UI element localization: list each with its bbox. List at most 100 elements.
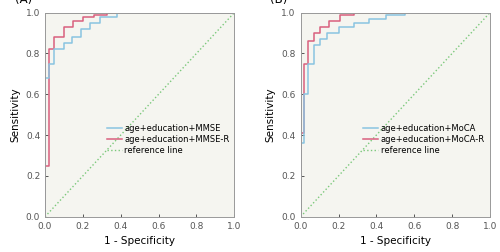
age+education+MMSE [97, 21, 103, 24]
age+education+MoCA [305, 62, 311, 65]
age+education+MoCA [336, 32, 342, 35]
age+education+MMSE-R [42, 164, 48, 167]
age+education+MoCA-R [305, 40, 311, 43]
age+education+MMSE-R [61, 25, 67, 28]
age+education+MoCA-R [350, 11, 356, 14]
age+education+MMSE [88, 27, 94, 30]
age+education+MMSE-R [46, 48, 52, 51]
age+education+MoCA-R [316, 32, 322, 35]
age+education+MoCA [350, 25, 356, 28]
age+education+MoCA [420, 11, 426, 14]
age+education+MoCA [383, 13, 389, 16]
age+education+MMSE-R [104, 13, 110, 16]
age+education+MoCA [324, 38, 330, 41]
age+education+MoCA [298, 215, 304, 218]
Line: age+education+MoCA: age+education+MoCA [300, 13, 490, 217]
age+education+MMSE-R [70, 25, 76, 28]
age+education+MoCA-R [302, 132, 308, 135]
X-axis label: 1 - Specificity: 1 - Specificity [360, 236, 431, 246]
age+education+MoCA [316, 38, 322, 41]
age+education+MoCA-R [311, 40, 317, 43]
Line: age+education+MMSE: age+education+MMSE [45, 13, 234, 217]
age+education+MoCA-R [368, 11, 374, 14]
X-axis label: 1 - Specificity: 1 - Specificity [104, 236, 175, 246]
age+education+MoCA [350, 21, 356, 24]
age+education+MMSE-R [91, 15, 97, 18]
age+education+MoCA-R [384, 11, 390, 14]
age+education+MoCA-R [350, 13, 356, 16]
age+education+MoCA [366, 17, 372, 20]
age+education+MMSE-R [70, 19, 76, 22]
Y-axis label: Sensitivity: Sensitivity [10, 87, 20, 142]
age+education+MMSE-R [80, 15, 86, 18]
age+education+MoCA-R [298, 215, 304, 218]
age+education+MoCA [302, 142, 308, 145]
age+education+MoCA [316, 44, 322, 47]
age+education+MMSE-R [104, 11, 110, 14]
age+education+MoCA [402, 11, 408, 14]
age+education+MMSE [88, 21, 94, 24]
age+education+MoCA-R [316, 25, 322, 28]
age+education+MMSE [61, 48, 67, 51]
age+education+MMSE-R [80, 19, 86, 22]
age+education+MoCA [324, 32, 330, 35]
age+education+MMSE [68, 36, 74, 39]
age+education+MoCA [311, 44, 317, 47]
age+education+MoCA-R [326, 25, 332, 28]
Legend: age+education+MoCA, age+education+MoCA-R, reference line: age+education+MoCA, age+education+MoCA-R… [362, 123, 486, 155]
age+education+MoCA [402, 13, 408, 16]
age+education+MoCA [366, 21, 372, 24]
age+education+MMSE-R [131, 11, 137, 14]
age+education+MMSE [78, 27, 84, 30]
age+education+MoCA-R [368, 11, 374, 14]
Line: age+education+MoCA-R: age+education+MoCA-R [300, 13, 490, 217]
age+education+MoCA-R [298, 132, 304, 135]
age+education+MoCA [298, 142, 304, 145]
Y-axis label: Sensitivity: Sensitivity [266, 87, 276, 142]
age+education+MMSE [52, 62, 58, 65]
age+education+MMSE [61, 42, 67, 45]
age+education+MMSE-R [61, 36, 67, 39]
age+education+MoCA-R [338, 13, 344, 16]
age+education+MoCA-R [311, 32, 317, 35]
age+education+MMSE [78, 36, 84, 39]
age+education+MoCA [311, 62, 317, 65]
age+education+MoCA [302, 93, 308, 96]
age+education+MoCA-R [302, 62, 308, 65]
age+education+MMSE-R [118, 11, 124, 14]
age+education+MoCA-R [384, 11, 390, 14]
age+education+MMSE-R [91, 13, 97, 16]
age+education+MMSE [114, 11, 120, 14]
age+education+MoCA-R [338, 19, 344, 22]
age+education+MMSE-R [52, 36, 58, 39]
age+education+MMSE [68, 42, 74, 45]
age+education+MMSE [42, 76, 48, 79]
age+education+MMSE-R [118, 11, 124, 14]
age+education+MoCA [487, 11, 493, 14]
age+education+MoCA [305, 93, 311, 96]
age+education+MMSE [52, 48, 58, 51]
age+education+MMSE [114, 15, 120, 18]
age+education+MMSE-R [42, 215, 48, 218]
Legend: age+education+MMSE, age+education+MMSE-R, reference line: age+education+MMSE, age+education+MMSE-R… [106, 123, 230, 155]
age+education+MoCA-R [305, 62, 311, 65]
age+education+MMSE [42, 215, 48, 218]
age+education+MoCA [383, 17, 389, 20]
age+education+MMSE-R [52, 48, 58, 51]
age+education+MMSE [46, 62, 52, 65]
age+education+MoCA-R [326, 19, 332, 22]
age+education+MMSE [232, 11, 237, 14]
Text: (B): (B) [270, 0, 287, 7]
age+education+MoCA [336, 25, 342, 28]
age+education+MMSE-R [46, 164, 52, 167]
Text: (A): (A) [14, 0, 32, 7]
age+education+MoCA-R [487, 11, 493, 14]
age+education+MMSE [127, 11, 133, 14]
age+education+MMSE-R [232, 11, 237, 14]
age+education+MMSE [127, 11, 133, 14]
age+education+MoCA [420, 11, 426, 14]
age+education+MMSE-R [131, 11, 137, 14]
Line: age+education+MMSE-R: age+education+MMSE-R [45, 13, 234, 217]
age+education+MMSE [46, 76, 52, 79]
age+education+MMSE [97, 15, 103, 18]
